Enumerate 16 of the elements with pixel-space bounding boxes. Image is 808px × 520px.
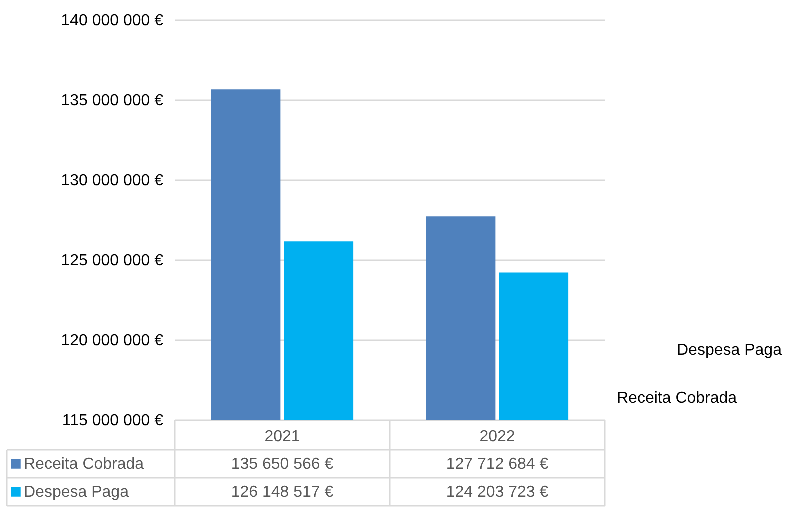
- y-tick-label: 140 000 000 €: [61, 12, 164, 30]
- data-label: 124 203 723 €: [446, 484, 549, 501]
- y-tick-label: 120 000 000 €: [61, 332, 164, 350]
- y-tick-label: 125 000 000 €: [61, 252, 164, 270]
- data-label: 126 148 517 €: [231, 484, 334, 501]
- text: Despesa Paga: [677, 342, 782, 359]
- y-tick-label: 130 000 000 €: [61, 172, 164, 190]
- x-tick-label: 2021: [264, 428, 300, 446]
- x-tick-label: 2022: [480, 428, 516, 446]
- legend-label: Receita Cobrada: [24, 456, 144, 473]
- y-tick-label: 115 000 000 €: [62, 412, 164, 430]
- text: Receita Cobrada: [617, 390, 738, 407]
- y-tick-label: 135 000 000 €: [61, 92, 164, 110]
- legend-label: Despesa Paga: [24, 484, 130, 501]
- data-label: 135 650 566 €: [231, 456, 334, 473]
- data-label: 127 712 684 €: [446, 456, 549, 473]
